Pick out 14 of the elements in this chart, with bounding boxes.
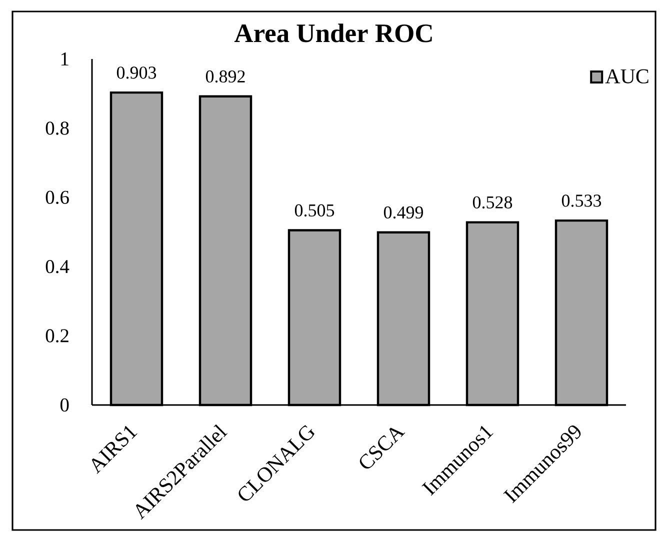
data-label: 0.903 (116, 66, 156, 79)
y-tick-label: 0.6 (46, 190, 69, 204)
y-tick-label: 0.4 (46, 260, 70, 274)
y-tick-label: 0 (60, 398, 69, 412)
y-tick-label: 0.8 (46, 122, 69, 135)
chart-title: Area Under ROC (234, 24, 432, 42)
data-label: 0.505 (294, 204, 334, 217)
data-label: 0.533 (562, 194, 602, 207)
data-label: 0.528 (472, 196, 512, 209)
data-label: 0.499 (384, 206, 424, 219)
y-tick-label: 0.2 (46, 329, 68, 342)
y-tick-label: 1 (61, 52, 68, 66)
legend-label: AUC (605, 69, 648, 84)
data-label: 0.892 (206, 70, 245, 83)
